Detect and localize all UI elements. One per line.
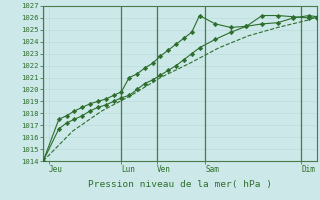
X-axis label: Pression niveau de la mer( hPa ): Pression niveau de la mer( hPa ) <box>88 180 272 189</box>
